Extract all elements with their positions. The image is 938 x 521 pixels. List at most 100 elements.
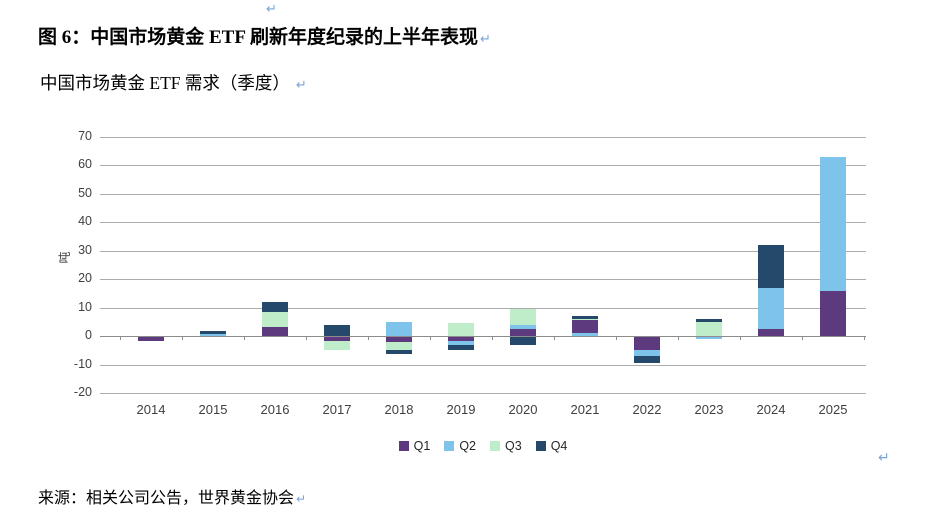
x-label-2017: 2017 [322,402,352,417]
bar-segment-2023-q3 [696,321,722,337]
x-axis-tick [306,336,307,341]
x-axis-tick [244,336,245,341]
bar-segment-2014-q1 [138,337,164,342]
y-tick-label-0: 0 [85,328,92,343]
legend-item-q2: Q2 [444,439,476,453]
legend-item-q4: Q4 [535,439,568,453]
x-axis-tick [182,336,183,341]
bar-segment-2020-q1 [510,328,536,337]
bar-segment-2018-q3 [386,341,412,351]
bar-segment-2020-q4 [510,337,536,345]
bar-segment-2017-q1 [324,337,350,342]
legend-label-q1: Q1 [413,439,431,453]
y-tick-label-10: 10 [78,299,92,314]
bar-segment-2020-q3 [510,308,536,325]
bar-segment-2024-q2 [758,287,784,329]
bar-segment-2018-q1 [386,337,412,342]
x-label-2023: 2023 [694,402,724,417]
gridline-10 [100,307,866,309]
bar-segment-2025-q1 [820,290,846,337]
bar-segment-2019-q2 [448,340,474,346]
source-text: 来源：相关公司公告，世界黄金协会 [38,490,295,507]
x-label-2020: 2020 [508,402,538,417]
line-break-mark: ↵ [480,31,491,46]
x-axis-tick [740,336,741,341]
x-axis-tick [802,336,803,341]
bar-segment-2022-q1 [634,337,660,350]
line-break-mark: ↵ [295,77,307,92]
gridline-50 [100,193,866,195]
gridline-30 [100,250,866,252]
gridline-60 [100,165,866,167]
x-axis-tick [368,336,369,341]
bar-segment-2024-q1 [758,328,784,337]
bar-segment-2023-q4 [696,319,722,322]
bar-segment-2020-q2 [510,324,536,329]
bar-segment-2015-q4 [200,330,226,334]
chart-subtitle-text: 中国市场黄金 ETF 需求（季度） [40,73,290,93]
x-axis-line [100,336,866,338]
bar-segment-2021-q2 [572,332,598,337]
legend-item-q3: Q3 [490,439,522,453]
line-break-mark: ↵ [266,1,277,16]
x-axis-tick [554,336,555,341]
y-tick-label--20: -20 [73,385,92,399]
figure-title: 图 6：中国市场黄金 ETF 刷新年度纪录的上半年表现 ↵ [38,22,491,49]
x-axis-tick [616,336,617,341]
x-axis-tick [430,336,431,341]
legend-swatch-q1 [398,441,409,451]
bar-segment-2017-q4 [324,324,350,337]
bar-segment-2016-q1 [262,326,288,337]
y-tick-label--10: -10 [73,356,92,371]
gridline-40 [100,222,866,224]
bar-segment-2023-q2 [696,337,722,340]
bar-segment-2021-q1 [572,320,598,333]
y-tick-label-60: 60 [78,157,92,172]
gridline--10 [100,364,866,366]
source-line: 来源：相关公司公告，世界黄金协会 ↵ [38,484,306,508]
stacked-bar-chart: 吨 70 60 50 40 30 20 10 0 -10 -20 2014 2015 2016 2017 2… [58,129,866,453]
line-break-mark: ↵ [878,449,890,465]
bar-segment-2025-q2 [820,156,846,291]
gridline-20 [100,279,866,281]
bar-segment-2019-q3 [448,323,474,337]
y-tick-label-70: 70 [78,129,92,143]
x-label-2015: 2015 [198,402,228,417]
bar-segment-2018-q2 [386,321,412,337]
x-label-2025: 2025 [818,402,848,417]
gridline--20 [100,393,866,394]
x-label-2016: 2016 [260,402,290,417]
bar-segment-2024-q4 [758,245,784,288]
y-tick-label-50: 50 [78,185,92,200]
chart-subtitle: 中国市场黄金 ETF 需求（季度） ↵ [40,70,307,95]
x-label-2019: 2019 [446,402,476,417]
x-label-2021: 2021 [570,402,600,417]
bar-segment-2015-q2 [200,333,226,337]
bar-segment-2016-q4 [262,301,288,312]
x-axis-tick [864,336,865,341]
y-tick-label-30: 30 [78,242,92,257]
x-label-2024: 2024 [756,402,786,417]
y-tick-label-20: 20 [78,271,92,286]
bar-segment-2018-q4 [386,350,412,355]
bar-segment-2016-q3 [262,311,288,327]
bar-segment-2022-q2 [634,349,660,356]
bar-segment-2021-q3 [572,319,598,321]
legend-swatch-q3 [490,441,500,451]
line-break-mark: ↵ [296,492,307,506]
figure-title-text: 图 6：中国市场黄金 ETF 刷新年度纪录的上半年表现 [38,27,478,48]
legend-label-q3: Q3 [505,439,522,453]
bar-segment-2021-q4 [572,316,598,320]
legend-label-q4: Q4 [550,439,568,453]
bar-segment-2022-q4 [634,355,660,363]
x-axis-tick [120,336,121,341]
x-label-2014: 2014 [136,402,166,417]
bar-segment-2017-q3 [324,341,350,350]
chart-legend: Q1 Q2 Q3 Q4 [100,439,866,453]
legend-swatch-q4 [535,441,546,451]
x-axis-tick [492,336,493,341]
legend-label-q2: Q2 [459,439,476,453]
y-tick-label-40: 40 [78,214,92,229]
bar-segment-2019-q4 [448,345,474,350]
gridline-70 [100,137,866,138]
